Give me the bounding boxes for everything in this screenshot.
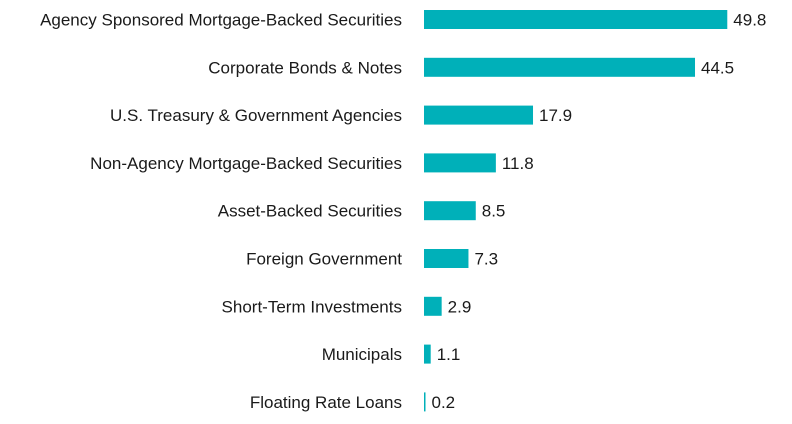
bar [424,153,496,173]
bar [424,344,431,364]
bar [424,57,696,77]
value-label: 7.3 [474,250,498,269]
bar [424,10,728,29]
category-label: Floating Rate Loans [250,393,402,412]
value-label: 11.8 [502,154,534,173]
category-label: Corporate Bonds & Notes [208,58,402,77]
value-label: 49.8 [733,11,766,30]
category-label: Municipals [322,345,402,364]
category-label: Short-Term Investments [222,297,402,316]
category-label: Foreign Government [246,250,402,269]
value-label: 8.5 [482,202,506,221]
bar [424,249,469,268]
value-label: 17.9 [539,106,572,125]
category-label: Asset-Backed Securities [218,202,402,221]
bar [424,201,476,221]
value-label: 44.5 [701,58,734,77]
category-label: U.S. Treasury & Government Agencies [110,106,402,125]
bar [424,296,442,316]
value-label: 0.2 [432,393,456,412]
category-label: Agency Sponsored Mortgage-Backed Securit… [40,11,402,30]
bar [424,105,534,125]
value-label: 2.9 [448,297,472,316]
category-label: Non-Agency Mortgage-Backed Securities [90,154,402,173]
value-label: 1.1 [437,345,461,364]
bar [424,392,426,412]
